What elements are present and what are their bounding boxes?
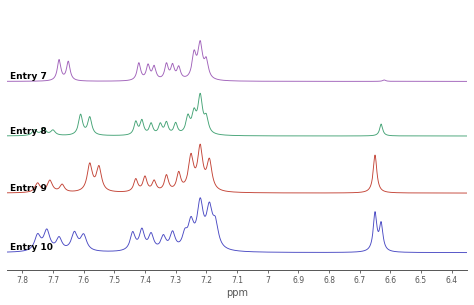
Text: Entry 9: Entry 9 [10, 184, 47, 192]
Text: Entry 10: Entry 10 [10, 243, 53, 252]
Text: Entry 7: Entry 7 [10, 72, 47, 81]
Text: Entry 8: Entry 8 [10, 127, 47, 135]
X-axis label: ppm: ppm [226, 288, 248, 298]
